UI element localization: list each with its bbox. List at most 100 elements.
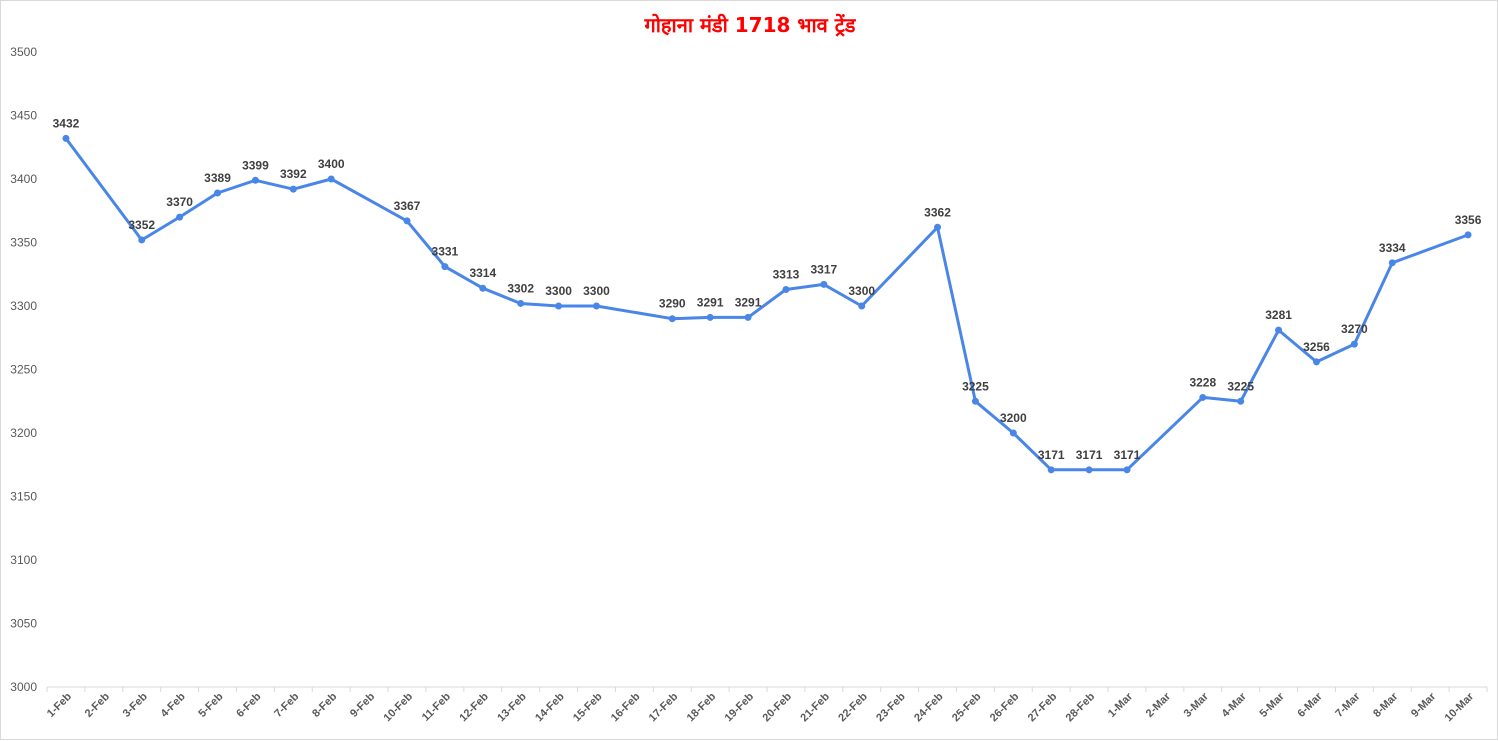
series-line xyxy=(64,136,1470,472)
x-tick-label: 4-Mar xyxy=(1220,690,1250,720)
data-point xyxy=(289,185,297,193)
x-tick-label: 14-Feb xyxy=(533,690,567,724)
data-point xyxy=(1388,259,1396,267)
data-point xyxy=(1350,340,1358,348)
y-tick-label: 3150 xyxy=(10,490,37,504)
data-label: 3362 xyxy=(924,205,951,219)
x-tick-label: 10-Feb xyxy=(382,690,416,724)
data-label: 3356 xyxy=(1455,213,1482,227)
data-label: 3300 xyxy=(545,284,572,298)
data-point xyxy=(820,280,828,288)
data-point xyxy=(327,175,335,183)
x-tick-label: 25-Feb xyxy=(950,690,984,724)
data-label: 3291 xyxy=(735,295,762,309)
data-point xyxy=(1123,466,1131,474)
data-point xyxy=(176,213,184,221)
data-label: 3317 xyxy=(810,262,837,276)
y-tick-label: 3350 xyxy=(10,236,37,250)
y-tick-label: 3500 xyxy=(10,45,37,59)
data-label: 3290 xyxy=(659,297,686,311)
data-label: 3225 xyxy=(1227,379,1254,393)
data-point xyxy=(1009,429,1017,437)
x-tick-label: 1-Feb xyxy=(45,690,74,719)
data-label: 3291 xyxy=(697,295,724,309)
x-tick-label: 15-Feb xyxy=(571,690,605,724)
data-label: 3171 xyxy=(1076,448,1103,462)
data-label: 3370 xyxy=(166,195,193,209)
y-tick-label: 3300 xyxy=(10,299,37,313)
data-point xyxy=(251,176,259,184)
data-point xyxy=(138,236,146,244)
x-tick-label: 19-Feb xyxy=(723,690,757,724)
x-tick-label: 20-Feb xyxy=(761,690,795,724)
data-label: 3200 xyxy=(1000,411,1027,425)
data-label: 3228 xyxy=(1189,375,1216,389)
x-tick-label: 11-Feb xyxy=(420,690,453,723)
y-tick-label: 3250 xyxy=(10,363,37,377)
x-tick-label: 26-Feb xyxy=(988,690,1022,724)
x-tick-label: 7-Feb xyxy=(272,690,301,719)
x-tick-label: 2-Mar xyxy=(1144,690,1174,720)
data-label: 3389 xyxy=(204,171,231,185)
data-label: 3331 xyxy=(432,245,459,259)
data-point xyxy=(858,302,866,310)
data-label: 3352 xyxy=(128,218,155,232)
data-label: 3171 xyxy=(1114,448,1141,462)
data-label: 3399 xyxy=(242,158,269,172)
data-label: 3256 xyxy=(1303,340,1330,354)
x-tick-label: 21-Feb xyxy=(798,690,832,724)
data-point xyxy=(1085,466,1093,474)
data-label: 3171 xyxy=(1038,448,1065,462)
data-point xyxy=(479,284,487,292)
x-tick-label: 3-Feb xyxy=(121,690,150,719)
data-point xyxy=(1237,397,1245,405)
data-label: 3432 xyxy=(53,116,80,130)
data-label: 3367 xyxy=(394,199,421,213)
y-tick-label: 3200 xyxy=(10,426,37,440)
x-tick-label: 10-Mar xyxy=(1443,690,1477,724)
x-tick-label: 12-Feb xyxy=(457,690,491,724)
data-label: 3313 xyxy=(773,267,800,281)
data-point xyxy=(1047,466,1055,474)
data-point xyxy=(62,134,70,142)
data-point xyxy=(668,315,676,323)
data-point xyxy=(1312,358,1320,366)
data-label: 3314 xyxy=(469,266,496,280)
data-point xyxy=(934,223,942,231)
data-point xyxy=(1464,231,1472,239)
data-point xyxy=(441,263,449,271)
x-tick-label: 24-Feb xyxy=(912,690,946,724)
data-point xyxy=(517,299,525,307)
data-point xyxy=(403,217,411,225)
y-tick-label: 3450 xyxy=(10,109,37,123)
x-tick-label: 4-Feb xyxy=(159,690,188,719)
x-tick-label: 8-Mar xyxy=(1371,690,1401,720)
chart-title: गोहाना मंडी 1718 भाव ट्रेंड xyxy=(644,13,856,37)
data-point xyxy=(555,302,563,310)
data-point xyxy=(592,302,600,310)
x-tick-label: 9-Feb xyxy=(348,690,377,719)
y-tick-label: 3400 xyxy=(10,172,37,186)
data-point xyxy=(1275,326,1283,334)
y-tick-label: 3100 xyxy=(10,553,37,567)
x-tick-label: 5-Mar xyxy=(1257,690,1287,720)
data-label: 3302 xyxy=(507,281,534,295)
x-tick-label: 9-Mar xyxy=(1409,690,1439,720)
data-point xyxy=(706,313,714,321)
x-tick-label: 3-Mar xyxy=(1182,690,1212,720)
data-label: 3334 xyxy=(1379,241,1406,255)
data-label: 3400 xyxy=(318,157,345,171)
data-point xyxy=(214,189,222,197)
x-tick-label: 6-Mar xyxy=(1295,690,1325,720)
x-tick-label: 17-Feb xyxy=(647,690,681,724)
data-point xyxy=(782,285,790,293)
data-point xyxy=(971,397,979,405)
data-label: 3300 xyxy=(848,284,875,298)
x-tick-label: 1-Mar xyxy=(1106,690,1136,720)
x-tick-label: 8-Feb xyxy=(310,690,339,719)
y-tick-label: 3050 xyxy=(10,617,37,631)
x-tick-label: 16-Feb xyxy=(609,690,643,724)
x-tick-label: 22-Feb xyxy=(836,690,870,724)
x-tick-label: 6-Feb xyxy=(234,690,263,719)
